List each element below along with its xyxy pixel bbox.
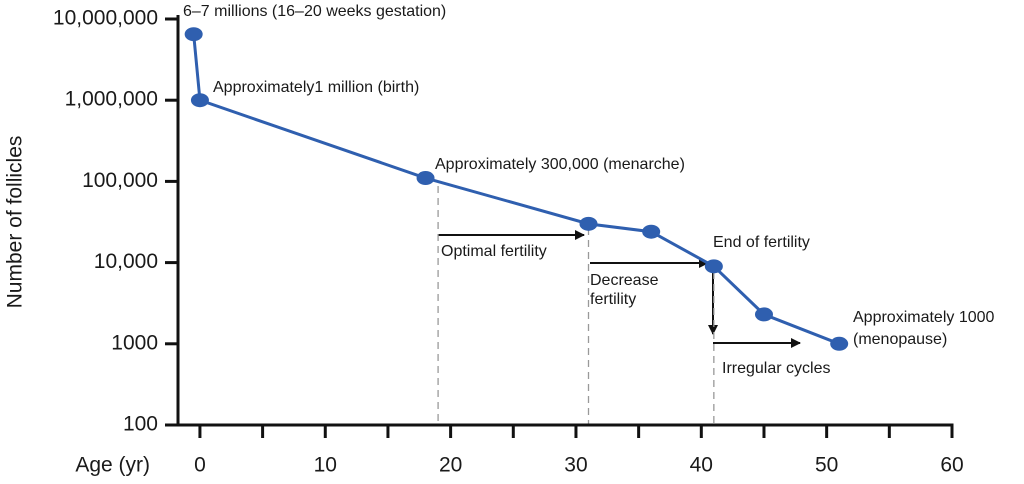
annotation: Approximately 300,000 (menarche) [435, 156, 685, 173]
annotation: Irregular cycles [722, 360, 830, 377]
data-point [704, 259, 723, 274]
series-line [192, 34, 840, 346]
annotation: Decrease [590, 272, 659, 289]
data-point [579, 216, 598, 231]
annotation: Approximately1 million (birth) [213, 79, 419, 96]
x-tick-label: 40 [690, 454, 713, 477]
x-tick-label: 30 [564, 454, 587, 477]
annotation: 6–7 millions (16–20 weeks gestation) [183, 3, 446, 20]
data-point [830, 336, 849, 351]
data-point [184, 27, 203, 42]
data-point [190, 93, 209, 108]
y-tick-label: 100,000 [82, 169, 158, 192]
y-tick-label: 100 [123, 413, 158, 436]
annotation: (menopause) [853, 331, 947, 348]
annotation: End of fertility [713, 234, 810, 251]
annotation: Approximately 1000 [853, 309, 995, 326]
annotation: fertility [590, 291, 636, 308]
data-point [416, 171, 435, 186]
y-tick-label: 1000 [111, 331, 158, 354]
annotation-arrows [438, 230, 801, 348]
y-axis-label: Number of follicles [4, 136, 27, 309]
x-tick-label: 20 [439, 454, 462, 477]
y-tick-label: 1,000,000 [65, 88, 158, 111]
data-point [754, 307, 773, 322]
x-tick-label: 60 [940, 454, 963, 477]
x-tick-label: 0 [194, 454, 206, 477]
x-tick-label: 50 [815, 454, 838, 477]
annotation: Optimal fertility [441, 243, 547, 260]
y-tick-label: 10,000 [94, 250, 158, 273]
x-axis-label: Age (yr) [75, 454, 150, 477]
data-point [642, 224, 661, 239]
x-tick-label: 10 [314, 454, 337, 477]
y-tick-label: 10,000,000 [53, 7, 158, 30]
